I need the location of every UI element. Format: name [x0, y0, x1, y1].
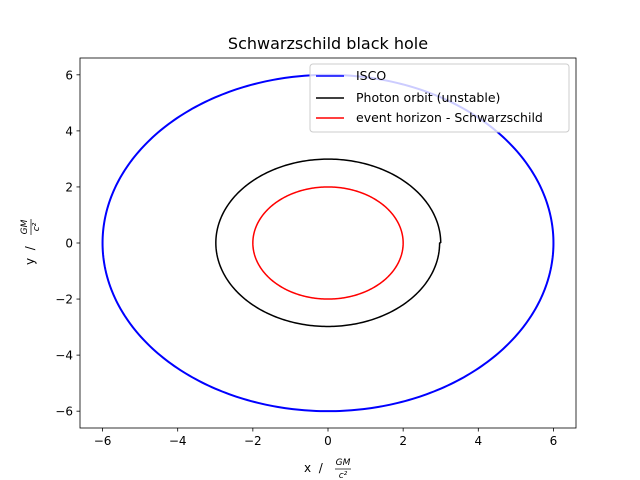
- x-axis-label: x / GM c²: [304, 458, 351, 480]
- y-axis-ticks: −6 −4 −2 0 2 4 6: [55, 68, 80, 419]
- y-tick-label: −2: [55, 293, 73, 307]
- y-tick-label: −6: [55, 405, 73, 419]
- x-tick-label: −6: [94, 434, 112, 448]
- y-axis-label-prefix: y /: [23, 245, 37, 265]
- legend: ISCO Photon orbit (unstable) event horiz…: [309, 63, 570, 133]
- series-line-event-horizon-schwarzschild: [252, 186, 404, 300]
- legend-box: [309, 63, 570, 133]
- x-axis-label-numerator: GM: [336, 458, 351, 468]
- x-tick-label: −2: [244, 434, 262, 448]
- legend-label-isco: ISCO: [356, 68, 386, 83]
- x-tick-label: 4: [474, 434, 482, 448]
- x-tick-label: 6: [550, 434, 558, 448]
- x-tick-label: 0: [324, 434, 332, 448]
- y-axis-label-denominator: c²: [32, 222, 42, 231]
- y-tick-label: 0: [65, 237, 73, 251]
- y-tick-label: 6: [65, 68, 73, 82]
- x-axis-label-prefix: x /: [304, 461, 324, 475]
- chart-title: Schwarzschild black hole: [228, 34, 428, 53]
- x-tick-label: 2: [399, 434, 407, 448]
- y-tick-label: −4: [55, 349, 73, 363]
- legend-label-photon-orbit: Photon orbit (unstable): [356, 90, 500, 105]
- x-axis-label-denominator: c²: [339, 471, 348, 480]
- y-axis-label: y / GM c²: [20, 219, 42, 265]
- y-axis-label-numerator: GM: [20, 219, 30, 234]
- y-tick-label: 4: [65, 124, 73, 138]
- x-tick-label: −4: [169, 434, 187, 448]
- y-tick-label: 2: [65, 180, 73, 194]
- x-axis-ticks: −6 −4 −2 0 2 4 6: [94, 428, 558, 448]
- legend-label-event-horizon: event horizon - Schwarzschild: [356, 110, 543, 125]
- series-line-photon-orbit-unstable: [215, 158, 442, 328]
